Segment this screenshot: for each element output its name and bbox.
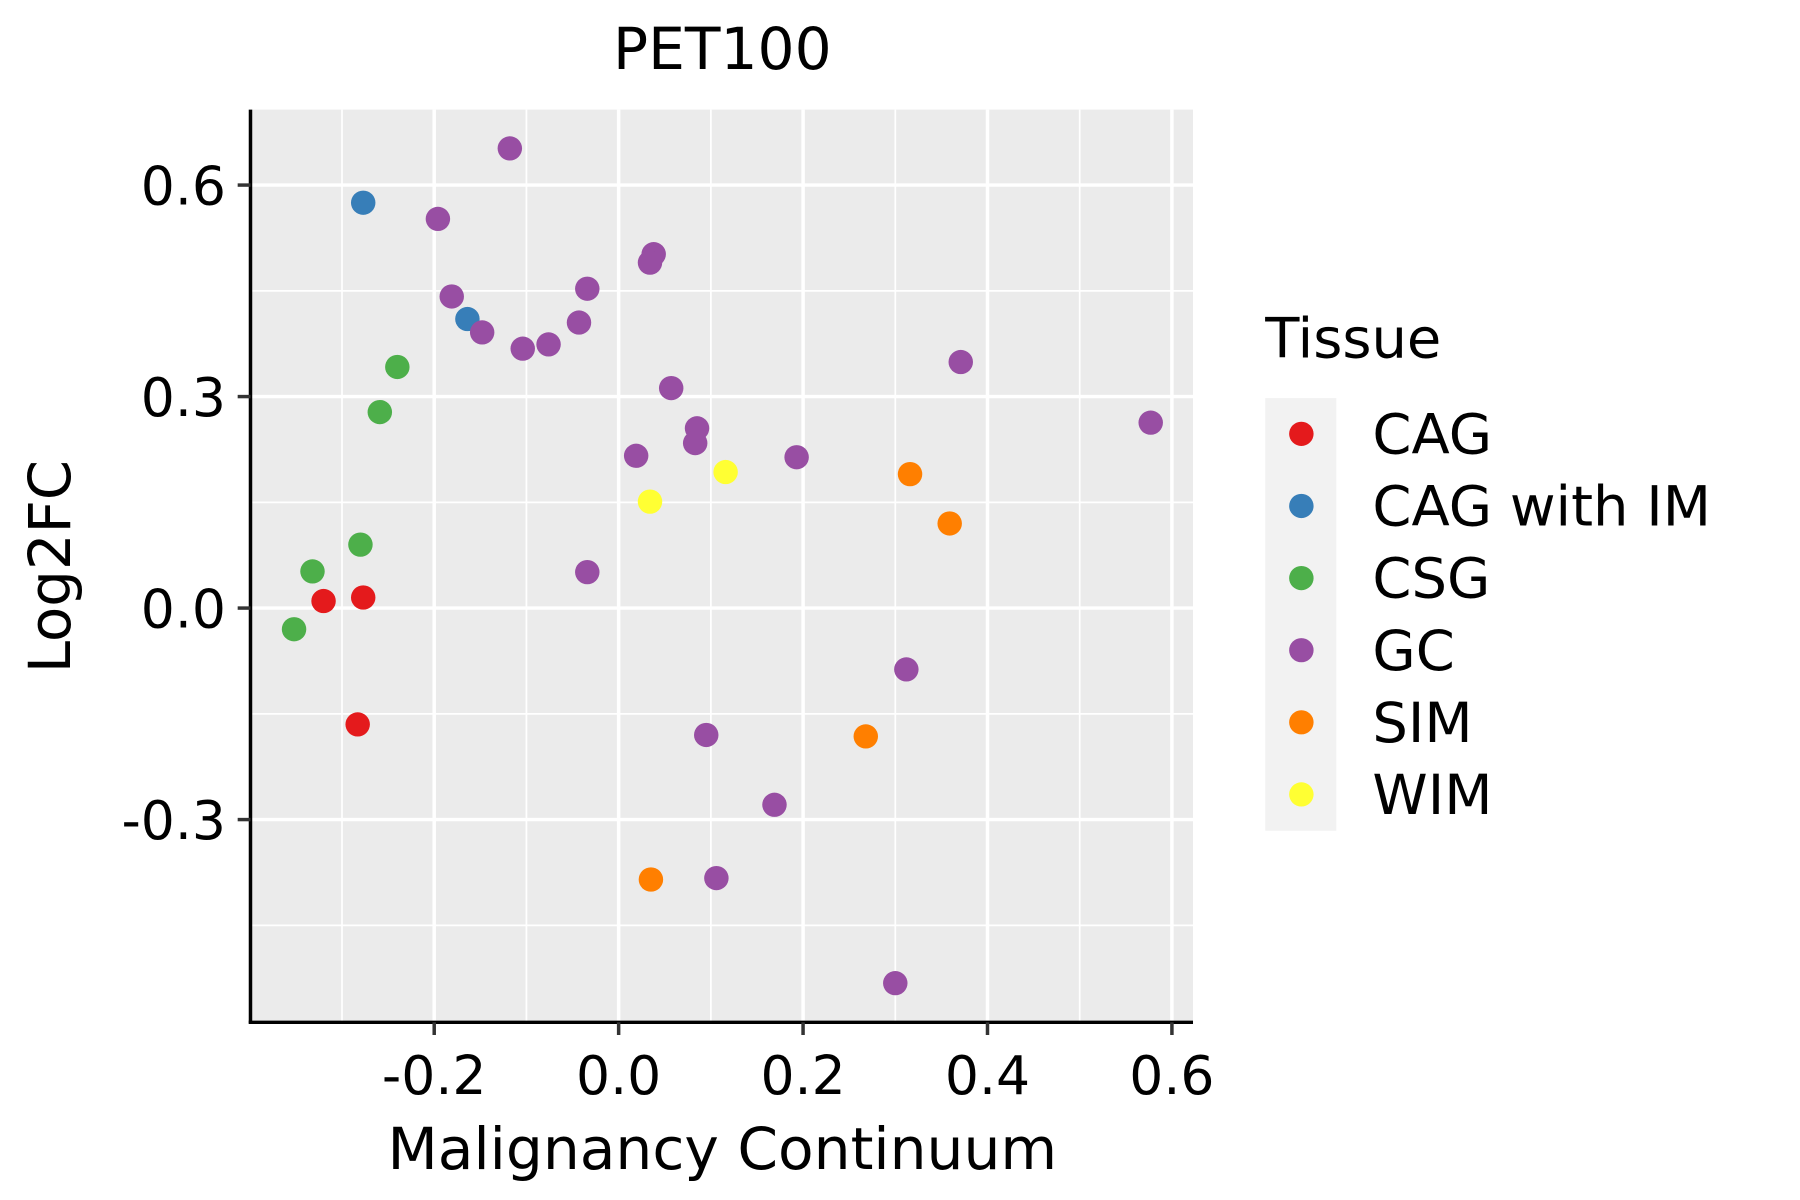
chart-title: PET100	[613, 15, 832, 83]
data-point-gc	[894, 657, 919, 682]
x-tick-label: 0.2	[760, 1044, 845, 1107]
data-point-wim	[713, 459, 738, 485]
data-point-gc	[425, 206, 451, 232]
legend-item-gc: GC	[1289, 619, 1455, 684]
grid-major	[250, 109, 1194, 1023]
legend-key-cag	[1289, 421, 1314, 446]
data-point-csg	[367, 399, 393, 425]
legend-item-cag: CAG	[1289, 403, 1492, 468]
legend-key-background	[1265, 398, 1337, 831]
data-point-csg	[281, 617, 307, 642]
data-point-gc	[762, 792, 787, 817]
y-tick-label: 0.6	[141, 155, 226, 218]
legend-label: SIM	[1372, 691, 1472, 756]
data-point-sim	[853, 724, 879, 749]
data-point-csg	[385, 354, 410, 380]
data-point-gc	[694, 722, 719, 748]
y-tick-label: -0.3	[121, 789, 226, 852]
y-axis-title: Log2FC	[16, 460, 84, 673]
x-axis-title: Malignancy Continuum	[388, 1115, 1058, 1183]
legend-key-csg	[1289, 565, 1314, 591]
x-tick-label: 0.4	[945, 1044, 1030, 1107]
data-point-gc	[1138, 410, 1163, 435]
legend-title: Tissue	[1264, 307, 1441, 372]
data-point-gc	[439, 284, 464, 309]
data-point-sim	[638, 867, 664, 892]
legend-key-wim	[1289, 782, 1314, 807]
data-point-gc	[497, 136, 523, 161]
data-point-gc	[536, 332, 561, 357]
legend-key-gc	[1289, 638, 1314, 663]
data-point-gc	[704, 865, 729, 891]
data-point-wim	[637, 489, 663, 514]
data-point-gc	[575, 276, 600, 301]
data-point-gc	[682, 430, 708, 456]
legend-key-sim	[1289, 710, 1314, 735]
data-point-cag	[350, 585, 376, 610]
x-tick-label: 0.0	[576, 1044, 661, 1107]
legend: Tissue CAG CAG with IM CSG GC SIM WIM	[1264, 307, 1711, 831]
legend-label: WIM	[1372, 763, 1492, 828]
data-point-sim	[937, 511, 962, 536]
data-point-cag-with-im	[350, 190, 376, 215]
legend-key-cag-with-im	[1289, 493, 1314, 519]
data-point-gc	[623, 443, 649, 468]
x-tick-label: -0.2	[382, 1044, 487, 1107]
data-point-gc	[469, 320, 495, 345]
data-point-gc	[510, 336, 535, 361]
data-point-csg	[300, 559, 325, 584]
data-point-gc	[658, 376, 684, 401]
data-point-gc	[637, 250, 663, 275]
legend-item-sim: SIM	[1289, 691, 1473, 756]
y-tick-label: 0.0	[141, 578, 226, 641]
legend-label: CAG	[1372, 403, 1492, 468]
x-tick-label: 0.6	[1129, 1044, 1214, 1107]
legend-label: CAG with IM	[1372, 475, 1711, 540]
data-point-gc	[948, 349, 973, 375]
data-point-cag	[345, 712, 370, 737]
data-point-gc	[566, 310, 592, 335]
data-point-cag	[311, 588, 336, 614]
y-axis-ticks: -0.3 0.0 0.3 0.6	[121, 155, 251, 852]
x-axis-ticks: -0.2 0.0 0.2 0.4 0.6	[382, 1022, 1215, 1107]
legend-item-wim: WIM	[1289, 763, 1492, 828]
legend-label: CSG	[1372, 547, 1490, 612]
legend-item-cag-with-im: CAG with IM	[1289, 475, 1711, 540]
data-point-gc	[784, 445, 809, 470]
legend-item-csg: CSG	[1289, 547, 1490, 612]
grid-minor	[250, 109, 1194, 1023]
data-point-gc	[575, 560, 600, 585]
data-point-sim	[897, 462, 923, 487]
legend-label: GC	[1372, 619, 1454, 684]
data-point-gc	[883, 971, 908, 996]
data-points	[281, 136, 1163, 996]
y-tick-label: 0.3	[141, 366, 226, 429]
data-point-csg	[348, 532, 373, 557]
